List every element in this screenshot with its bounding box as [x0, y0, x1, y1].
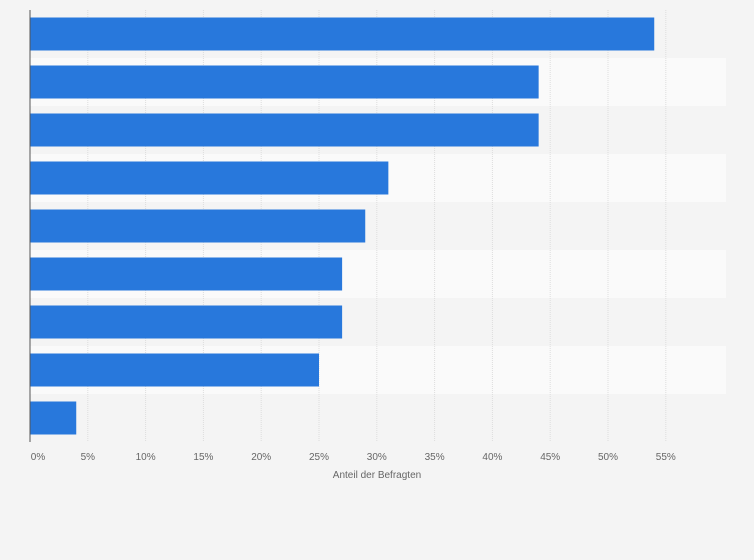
x-tick-label: 0% — [31, 452, 46, 463]
bar[interactable] — [30, 65, 539, 99]
x-axis-title: Anteil der Befragten — [333, 470, 421, 481]
x-tick-label: 20% — [251, 452, 271, 463]
x-axis-tick-labels: 0% 5% 10% 15% 20% 25% 30% 35% 40% 45% 50% 55% — [31, 452, 676, 463]
x-tick-label: 50% — [598, 452, 618, 463]
bar[interactable] — [30, 113, 539, 147]
x-tick-label: 45% — [540, 452, 560, 463]
x-tick-label: 55% — [656, 452, 676, 463]
bar[interactable] — [30, 161, 389, 195]
bar[interactable] — [30, 305, 343, 339]
x-tick-label: 25% — [309, 452, 329, 463]
bar[interactable] — [30, 257, 343, 291]
row-band — [30, 394, 726, 442]
x-tick-label: 35% — [425, 452, 445, 463]
bar[interactable] — [30, 353, 319, 387]
bar[interactable] — [30, 401, 77, 435]
bar[interactable] — [30, 209, 366, 243]
x-tick-label: 10% — [136, 452, 156, 463]
x-tick-label: 40% — [482, 452, 502, 463]
x-tick-label: 5% — [81, 452, 96, 463]
x-tick-label: 30% — [367, 452, 387, 463]
x-tick-label: 15% — [193, 452, 213, 463]
bars — [30, 17, 655, 435]
bar[interactable] — [30, 17, 655, 51]
